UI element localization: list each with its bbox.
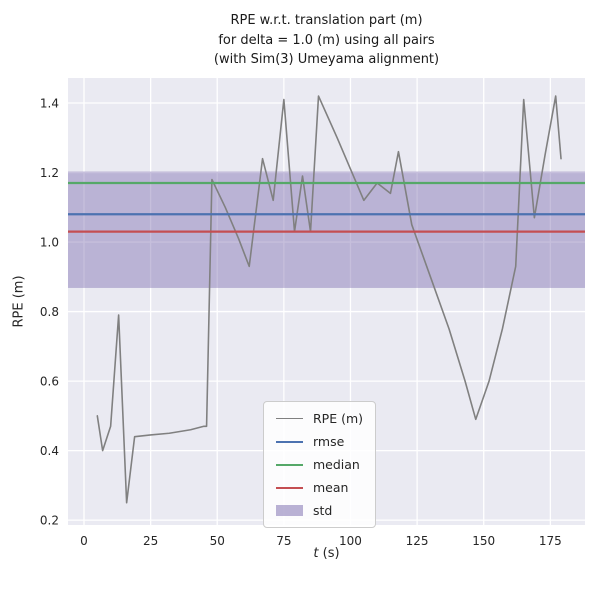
legend-swatch-rmse <box>276 440 303 443</box>
x-tick-label: 150 <box>472 534 495 548</box>
legend-label-mean: mean <box>313 480 349 495</box>
legend-label-median: median <box>313 457 360 472</box>
legend-swatch-median <box>276 463 303 466</box>
legend-swatch-mean <box>276 486 303 489</box>
legend-item-rpe: RPE (m) <box>276 411 363 426</box>
chart-title-line-3: (with Sim(3) Umeyama alignment) <box>213 52 440 67</box>
chart-title-line-1: RPE w.r.t. translation part (m) <box>230 13 423 28</box>
y-tick-label: 1.2 <box>40 166 59 180</box>
y-tick-label: 0.8 <box>40 305 59 319</box>
legend-label-std: std <box>313 503 333 518</box>
x-axis-label-unit: (s) <box>318 546 340 561</box>
legend: RPE (m) rmse median mean std <box>263 401 377 528</box>
legend-label-rpe: RPE (m) <box>313 411 364 426</box>
y-tick-label: 0.2 <box>40 514 59 528</box>
x-tick-label: 0 <box>80 534 88 548</box>
chart-title: RPE w.r.t. translation part (m) for delt… <box>68 11 585 70</box>
y-tick-label: 1.0 <box>40 236 59 250</box>
x-tick-label: 100 <box>339 534 362 548</box>
x-axis-label-variable: t <box>313 546 319 561</box>
x-tick-label: 125 <box>406 534 429 548</box>
legend-swatch-rpe <box>276 418 303 419</box>
x-tick-label: 50 <box>210 534 225 548</box>
y-tick-label: 0.6 <box>40 375 59 389</box>
x-tick-label: 75 <box>276 534 291 548</box>
y-axis-label: RPE (m) <box>11 275 27 328</box>
legend-item-median: median <box>276 457 363 472</box>
y-tick-label: 0.4 <box>40 444 59 458</box>
x-axis-label: t (s) <box>68 546 585 561</box>
legend-label-rmse: rmse <box>313 434 345 449</box>
legend-item-mean: mean <box>276 480 363 495</box>
legend-item-std: std <box>276 503 363 518</box>
std-band <box>68 171 585 288</box>
chart-title-line-2: for delta = 1.0 (m) using all pairs <box>218 32 435 48</box>
y-tick-label: 1.4 <box>40 97 59 111</box>
x-tick-label: 25 <box>143 534 158 548</box>
legend-item-rmse: rmse <box>276 434 363 449</box>
legend-swatch-std <box>276 505 303 516</box>
x-tick-label: 175 <box>539 534 562 548</box>
